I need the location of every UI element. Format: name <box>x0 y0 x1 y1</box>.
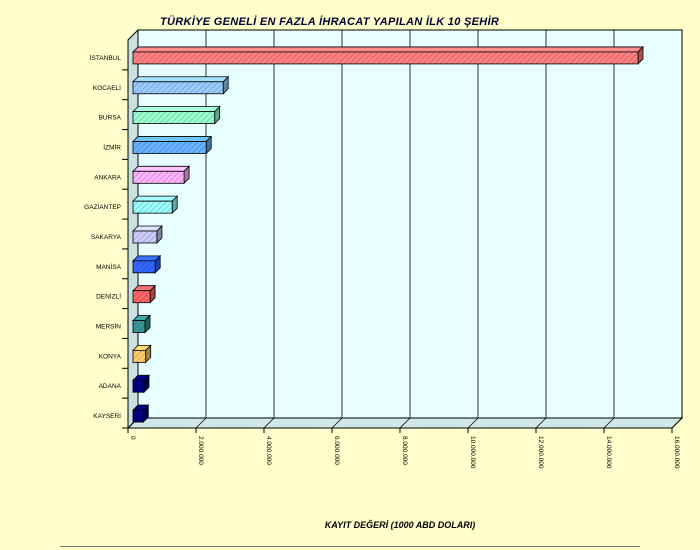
category-label: İZMİR <box>103 142 121 151</box>
bar-top <box>132 46 644 53</box>
category-label: İSTANBUL <box>90 53 122 62</box>
floor-gridline <box>535 417 547 429</box>
x-tick-label: 4.000.000 <box>265 436 272 465</box>
floor-gridline <box>263 417 275 429</box>
bar-top <box>132 165 191 172</box>
category-label: ADANA <box>99 383 122 390</box>
x-axis-label: KAYIT DEĞERİ (1000 ABD DOLARI) <box>324 520 476 530</box>
x-tick-label: 14.000.000 <box>605 436 612 469</box>
bar-pattern <box>133 380 144 393</box>
bar-pattern <box>133 290 151 303</box>
floor-gridline <box>399 417 411 429</box>
category-label: ANKARA <box>94 174 121 181</box>
category-label: MANİSA <box>96 262 122 271</box>
x-tick-label: 16.000.000 <box>673 436 680 469</box>
bar-pattern <box>133 111 215 124</box>
floor-gridline <box>603 417 615 429</box>
bar-top <box>132 76 230 83</box>
category-label: KONYA <box>99 353 122 360</box>
bar-pattern <box>133 410 144 423</box>
category-label: KOCAELİ <box>93 83 121 92</box>
bar-pattern <box>133 350 146 363</box>
floor-gridline <box>671 417 683 429</box>
bar-pattern <box>133 320 145 333</box>
x-tick-label: 8.000.000 <box>401 436 408 465</box>
floor-gridline <box>331 417 343 429</box>
category-label: SAKARYA <box>91 234 122 241</box>
x-tick-label: 0 <box>129 436 136 440</box>
bar-top <box>132 195 179 202</box>
bar-pattern <box>133 260 156 273</box>
x-tick-label: 12.000.000 <box>537 436 544 469</box>
chart-title: TÜRKİYE GENELİ EN FAZLA İHRACAT YAPILAN … <box>160 16 500 28</box>
bar-pattern <box>133 51 638 64</box>
floor-gridline <box>195 417 207 429</box>
category-label: BURSA <box>99 115 122 122</box>
bar-pattern <box>133 201 173 214</box>
axes <box>122 40 673 433</box>
bar-pattern <box>133 141 207 154</box>
category-label: DENİZLİ <box>96 292 121 301</box>
bar-pattern <box>133 81 224 94</box>
bars <box>132 45 644 424</box>
category-label: GAZİANTEP <box>84 202 121 211</box>
bar-top <box>132 106 221 113</box>
bar-top <box>132 136 213 142</box>
grid-lines <box>127 30 683 429</box>
x-tick-label: 2.000.000 <box>197 436 204 465</box>
bar-pattern <box>133 171 185 184</box>
bar-pattern <box>133 231 157 243</box>
divider-line <box>60 546 640 547</box>
floor-gridline <box>467 417 479 429</box>
labels: 0 2.000.000 4.000.000 6.000.000 8.000.000 10.… <box>84 53 680 469</box>
x-tick-label: 6.000.000 <box>333 436 340 465</box>
category-label: MERSİN <box>96 322 122 331</box>
x-tick-label: 10.000.000 <box>469 436 476 469</box>
category-label: KAYSERİ <box>93 411 121 420</box>
